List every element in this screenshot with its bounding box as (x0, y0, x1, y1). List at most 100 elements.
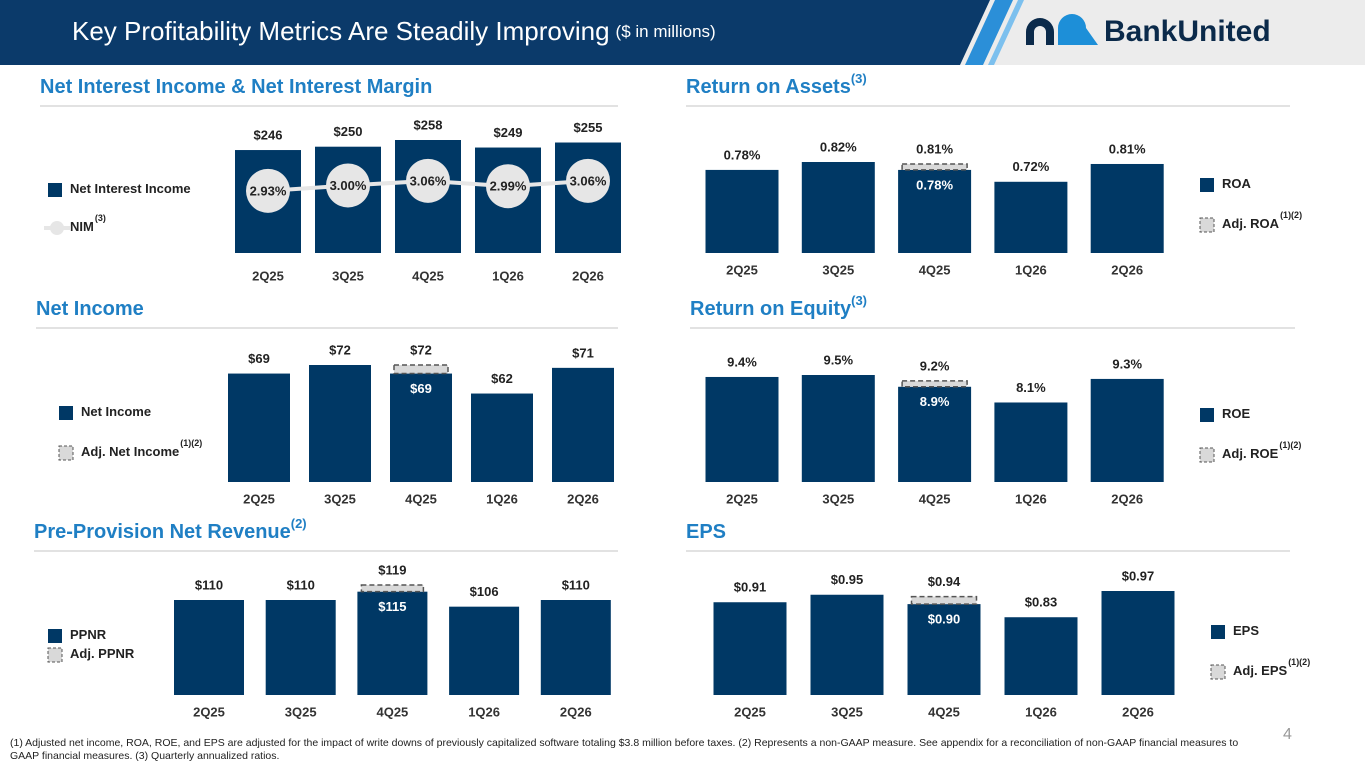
value-label: $62 (491, 371, 513, 386)
value-label: $106 (470, 584, 499, 599)
adjusted-bar (393, 364, 449, 375)
legend-symbol (1211, 625, 1225, 639)
x-tick-label: 2Q26 (1111, 491, 1143, 506)
value-label: $110 (195, 577, 223, 592)
x-tick-label: 3Q25 (332, 268, 364, 283)
value-label: $110 (287, 577, 315, 592)
bar (907, 604, 981, 695)
legend-name: NIM (70, 219, 94, 234)
bar (552, 367, 614, 482)
legend-name: Net Income (81, 404, 151, 419)
title-text: Return on Assets (686, 76, 851, 98)
bar (801, 162, 875, 253)
value-label: 3.06% (410, 173, 447, 188)
value-label: 0.81% (916, 141, 953, 156)
value-label: $0.91 (734, 580, 767, 595)
title-note: (2) (291, 516, 307, 531)
x-tick-label: 2Q26 (572, 268, 604, 283)
chart-title: Net Interest Income & Net Interest Margi… (40, 76, 432, 98)
value-label: $0.94 (928, 574, 961, 589)
legend-note: (1)(2) (1288, 657, 1310, 667)
logo-icon (1058, 14, 1098, 45)
bar (540, 600, 611, 695)
value-label: $255 (574, 120, 603, 135)
x-tick-label: 2Q25 (726, 491, 758, 506)
value-label: 0.82% (820, 139, 857, 154)
chart-title: EPS (686, 521, 726, 543)
legend-symbol (48, 629, 62, 643)
line-point (326, 163, 370, 208)
legend-symbol (1199, 447, 1215, 463)
bar (898, 386, 972, 482)
adjusted-bar (910, 595, 978, 605)
x-tick-label: 4Q25 (376, 704, 408, 719)
bar (228, 373, 290, 482)
chart-title: Net Income (36, 298, 144, 320)
x-tick-label: 1Q26 (486, 491, 518, 506)
value-label: 8.1% (1016, 380, 1046, 395)
slide-title: Key Profitability Metrics Are Steadily I… (72, 16, 716, 46)
value-label: $115 (378, 599, 406, 614)
legend-note: (1)(2) (1279, 440, 1301, 450)
x-tick-label: 2Q26 (560, 704, 592, 719)
value-label: 0.78% (916, 177, 953, 192)
bar (705, 376, 779, 482)
header-stripe (965, 0, 1013, 65)
value-label: 3.00% (330, 178, 367, 193)
header-stripe (988, 0, 1024, 65)
x-tick-label: 3Q25 (285, 704, 317, 719)
legend-name: Adj. Net Income (81, 444, 179, 459)
value-label: 2.93% (250, 183, 287, 198)
legend-name: Adj. EPS (1233, 663, 1288, 678)
header-band (0, 0, 990, 65)
chart-title: Pre-Provision Net Revenue(2) (34, 516, 307, 543)
legend-label: Adj. EPS(1)(2) (1233, 657, 1310, 678)
x-tick-label: 3Q25 (822, 491, 854, 506)
bar (713, 602, 787, 695)
x-tick-label: 2Q25 (243, 491, 275, 506)
value-label: $119 (378, 562, 406, 577)
title-note: (3) (851, 293, 867, 308)
x-tick-label: 2Q26 (1111, 262, 1143, 277)
bar (1090, 163, 1164, 253)
title-text: Net Interest Income & Net Interest Margi… (40, 76, 432, 98)
adjusted-bar (901, 380, 968, 388)
adjusted-bar (360, 584, 425, 593)
footnote: (1) Adjusted net income, ROA, ROE, and E… (10, 737, 1239, 762)
chart-title: Return on Equity(3) (690, 293, 867, 320)
value-label: $69 (410, 381, 432, 396)
legend-name: ROA (1222, 176, 1252, 191)
x-tick-label: 1Q26 (468, 704, 500, 719)
legend-name: EPS (1233, 623, 1259, 638)
subtitle: ($ in millions) (616, 22, 716, 41)
legend-note: (1)(2) (1280, 210, 1302, 220)
value-label: $250 (334, 124, 363, 139)
x-tick-label: 1Q26 (1025, 704, 1057, 719)
adjusted-bar (901, 163, 968, 171)
bar (265, 600, 336, 695)
legend-symbol (50, 221, 64, 235)
title-text: Pre-Provision Net Revenue (34, 521, 291, 543)
value-label: $72 (329, 342, 351, 357)
x-tick-label: 4Q25 (412, 268, 444, 283)
bar (174, 600, 244, 695)
value-label: 8.9% (920, 394, 950, 409)
line-point (246, 168, 290, 213)
bar (1101, 591, 1175, 695)
x-tick-label: 2Q25 (252, 268, 284, 283)
x-tick-label: 2Q25 (734, 704, 766, 719)
line-point (406, 158, 450, 203)
value-label: 2.99% (490, 179, 527, 194)
legend-label: Adj. ROA(1)(2) (1222, 210, 1302, 231)
title-text: EPS (686, 521, 726, 543)
value-label: $249 (494, 125, 523, 140)
x-tick-label: 1Q26 (1015, 262, 1047, 277)
legend-name: Adj. ROA (1222, 216, 1280, 231)
title-text: Net Income (36, 298, 144, 320)
chart-title: Return on Assets(3) (686, 71, 867, 98)
bar (471, 393, 533, 482)
value-label: $110 (562, 577, 590, 592)
legend-note: (3) (95, 213, 106, 223)
legend-name: Adj. ROE (1222, 446, 1279, 461)
